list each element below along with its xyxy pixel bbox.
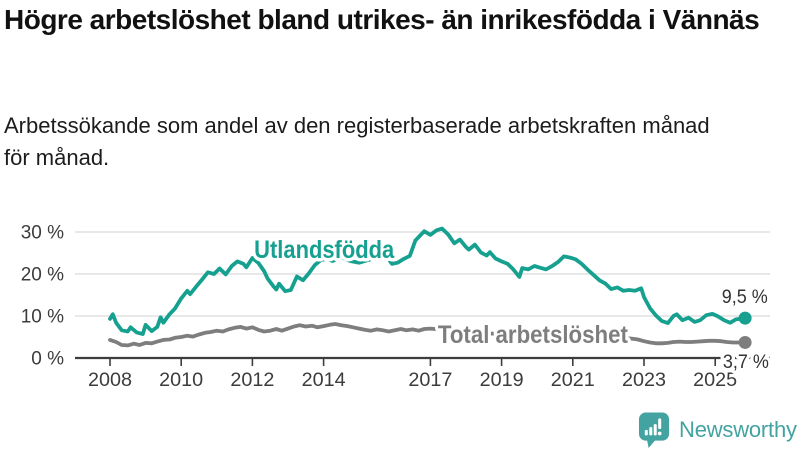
y-axis-label: 10 % (21, 307, 64, 328)
x-axis-label: 2019 (480, 370, 524, 391)
y-axis-label: 30 % (21, 223, 64, 244)
end-value-utlandsfodda: 9,5 % (722, 287, 768, 308)
series-line-utlandsfodda (108, 226, 747, 337)
series-label-utlandsfodda: Utlandsfödda (254, 236, 395, 264)
newsworthy-brand-text: Newsworthy (679, 417, 797, 442)
unemployment-line-chart: 0 % 10 % 20 % 30 % 2008 2010 2012 2014 2017 2019 2… (21, 223, 773, 392)
x-axis-label: 2023 (622, 370, 666, 391)
x-axis-label: 2008 (88, 370, 132, 391)
series-label-utlandsfodda: Utlandsfödda (254, 236, 395, 264)
series-label-total: Total arbetslöshet (438, 321, 629, 349)
x-axis-label: 2010 (159, 370, 203, 391)
newsworthy-logo: Newsworthy (638, 411, 797, 449)
x-axis-label: 2012 (230, 370, 274, 391)
y-axis-label: 20 % (21, 265, 64, 286)
page-subtitle: Arbetssökande som andel av den registerb… (4, 113, 710, 170)
y-axis-label: 0 % (31, 349, 64, 370)
newsworthy-logo-icon (638, 412, 670, 448)
x-axis-label: 2021 (551, 370, 595, 391)
page-title: Högre arbetslöshet bland utrikes- än inr… (4, 4, 760, 35)
series-line-total (108, 322, 747, 348)
series-end-dot-total (738, 335, 752, 349)
x-axis-label: 2014 (302, 370, 346, 391)
end-value-utlandsfodda: 9,5 % (722, 287, 768, 308)
end-value-total: 3,7 % (723, 352, 769, 373)
series-end-dot-utlandsfodda (738, 311, 752, 325)
x-axis-label: 2017 (408, 370, 452, 391)
series-label-total: Total arbetslöshet (438, 321, 629, 349)
end-value-total: 3,7 % (723, 352, 769, 373)
x-axis-label: 2025 (693, 370, 737, 391)
